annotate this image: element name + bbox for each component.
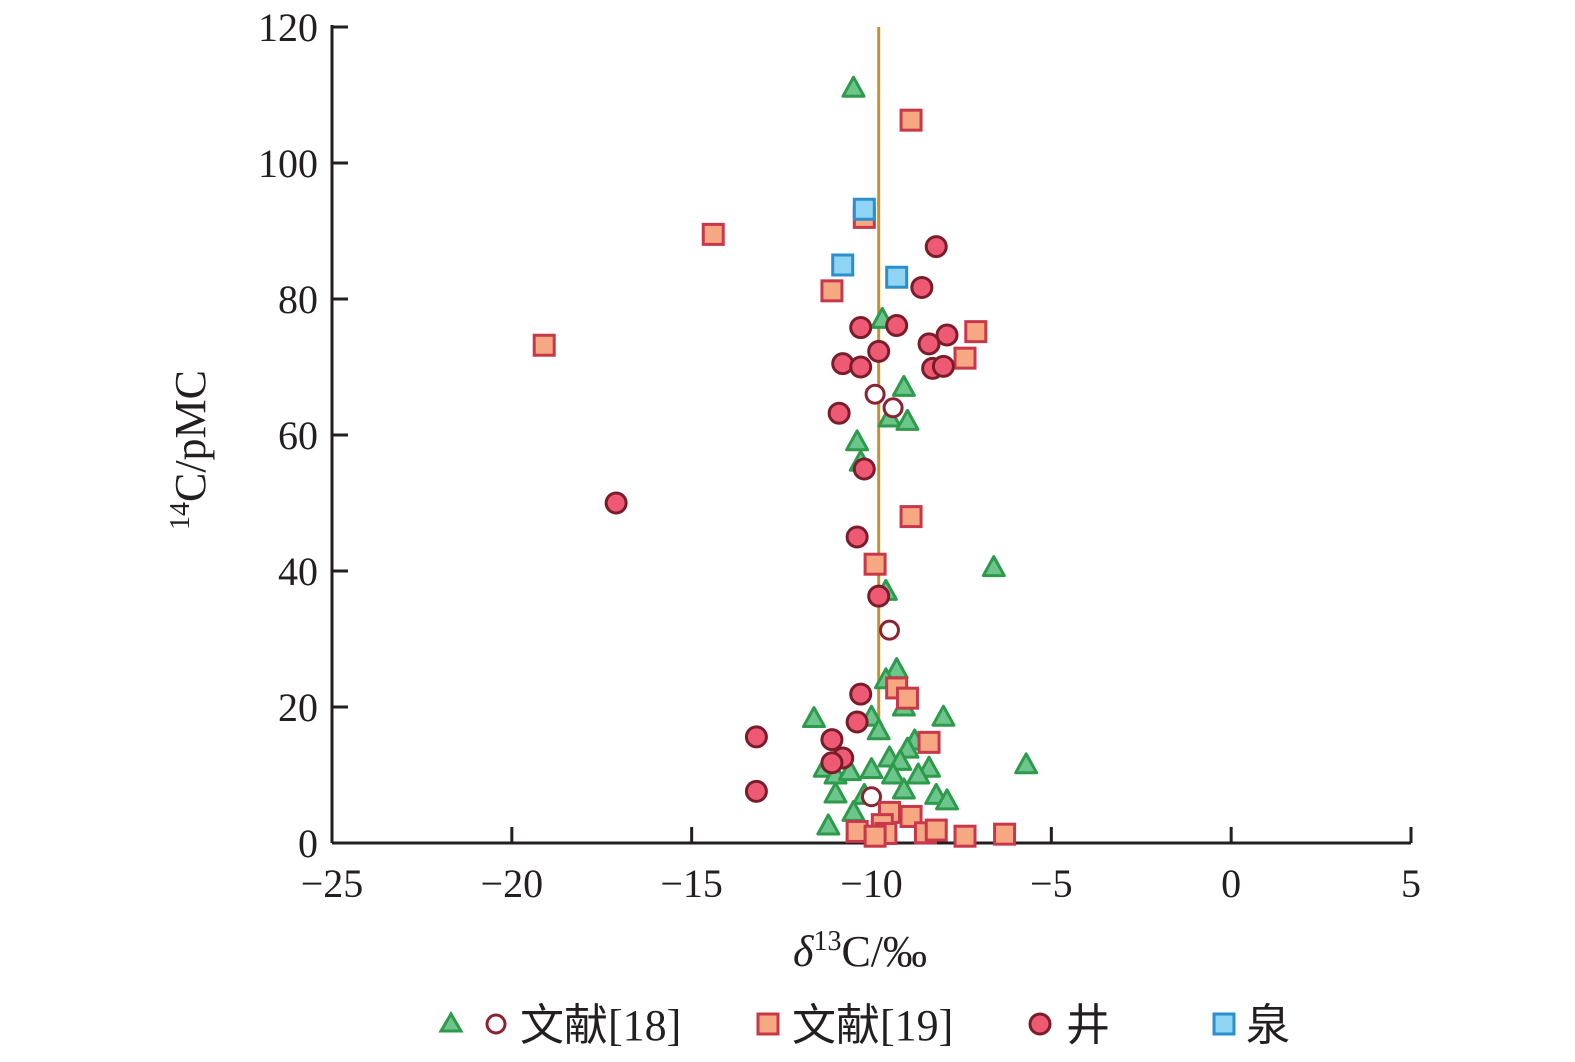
- point-square-2-5: [964, 320, 988, 344]
- point-triangle-0-27: [1014, 752, 1039, 775]
- point-open-circle-1-2: [878, 619, 900, 641]
- point-circle-3-10: [931, 354, 955, 378]
- point-circle-3-17: [845, 710, 869, 734]
- point-triangle-0-24: [859, 757, 884, 780]
- point-circle-3-21: [820, 751, 844, 775]
- legend: 文献[18] 文献[19] 井 泉: [438, 1001, 1290, 1050]
- point-square-2-3: [820, 279, 844, 303]
- point-square-4-2: [885, 265, 909, 289]
- point-square-2-10: [895, 686, 919, 710]
- point-circle-3-6: [867, 339, 891, 363]
- legend-open-circle-marker: [485, 1013, 507, 1035]
- x-tick-label-5: 5: [1401, 861, 1421, 906]
- point-square-2-6: [953, 346, 977, 370]
- point-triangle-0-34: [816, 813, 841, 836]
- x-tick-label--10: −10: [840, 861, 903, 906]
- point-square-2-0: [899, 108, 923, 132]
- legend-blue-square-marker: [1212, 1012, 1236, 1036]
- x-axis-label: δ13C/‰: [793, 926, 927, 976]
- point-circle-3-13: [604, 491, 628, 515]
- x-tick-label--25: −25: [301, 861, 364, 906]
- point-square-2-2: [701, 222, 725, 246]
- y-tick-label-100: 100: [258, 141, 318, 186]
- point-circle-3-1: [910, 275, 934, 299]
- point-square-2-20: [953, 824, 977, 848]
- point-triangle-0-15: [866, 718, 891, 741]
- x-axis-label-prefix: δ: [793, 927, 815, 976]
- y-tick-label-0: 0: [298, 821, 318, 866]
- point-triangle-0-25: [881, 762, 906, 785]
- point-circle-3-18: [744, 725, 768, 749]
- point-triangle-0-32: [935, 788, 960, 811]
- y-axis-label-text: C/pMC: [166, 370, 215, 502]
- point-square-2-21: [993, 822, 1017, 846]
- y-axis-label: 14C/pMC: [165, 370, 215, 530]
- y-axis-label-sup: 14: [165, 502, 196, 530]
- point-circle-3-14: [845, 525, 869, 549]
- point-open-circle-1-1: [882, 397, 904, 419]
- point-square-4-0: [852, 197, 876, 221]
- point-triangle-0-8: [981, 555, 1006, 578]
- point-triangle-0-2: [891, 374, 916, 397]
- point-open-circle-1-3: [861, 786, 882, 808]
- point-circle-3-16: [849, 682, 873, 706]
- point-circle-3-2: [849, 316, 873, 340]
- x-tick-label--20: −20: [481, 861, 544, 906]
- point-circle-3-8: [849, 355, 873, 379]
- point-triangle-0-13: [801, 706, 826, 729]
- point-circle-3-12: [852, 457, 876, 481]
- point-open-circle-1-0: [864, 383, 886, 405]
- x-axis-label-sup: 13: [813, 926, 841, 957]
- point-triangle-0-28: [891, 777, 916, 800]
- point-circle-3-5: [917, 332, 941, 356]
- y-tick-label-80: 80: [278, 277, 318, 322]
- point-circle-3-0: [924, 235, 948, 259]
- x-tick-label-0: 0: [1221, 861, 1241, 906]
- y-tick-label-20: 20: [278, 685, 318, 730]
- point-triangle-0-4: [895, 408, 920, 431]
- legend-triangle-marker: [438, 1011, 464, 1033]
- point-circle-3-19: [820, 728, 844, 752]
- y-tick-label-60: 60: [278, 413, 318, 458]
- point-circle-3-3: [885, 314, 909, 338]
- point-square-2-19: [924, 818, 948, 842]
- legend-label-spring: 泉: [1246, 1001, 1290, 1050]
- point-circle-3-4: [935, 323, 959, 347]
- y-tick-label-120: 120: [258, 5, 318, 50]
- legend-orange-square-marker: [756, 1012, 780, 1036]
- point-square-4-1: [831, 253, 855, 277]
- x-axis-label-text: C/‰: [841, 927, 927, 976]
- legend-label-ref18: 文献[18]: [520, 1001, 681, 1050]
- x-tick-label--5: −5: [1030, 861, 1073, 906]
- point-triangle-0-29: [823, 781, 848, 804]
- legend-label-well: 井: [1066, 1001, 1110, 1050]
- point-square-2-17: [863, 824, 887, 848]
- point-square-2-8: [863, 552, 887, 576]
- point-circle-3-22: [744, 779, 768, 803]
- point-square-2-4: [532, 333, 556, 357]
- x-tick-label--15: −15: [660, 861, 723, 906]
- point-circle-3-11: [827, 401, 851, 425]
- ticks: 0 20 40 60 80 100 120 −25 −20 −15 −10 −5 0 5: [258, 5, 1421, 906]
- legend-label-ref19: 文献[19]: [792, 1001, 953, 1050]
- point-triangle-0-0: [841, 75, 866, 98]
- point-triangle-0-14: [931, 704, 956, 727]
- legend-red-circle-marker: [1028, 1012, 1052, 1036]
- point-triangle-0-23: [837, 759, 862, 782]
- data-points: [532, 75, 1039, 848]
- point-triangle-0-5: [845, 429, 870, 452]
- point-circle-3-15: [867, 584, 891, 608]
- point-square-2-11: [917, 730, 941, 754]
- y-tick-label-40: 40: [278, 549, 318, 594]
- point-square-2-7: [899, 505, 923, 529]
- point-triangle-0-26: [906, 762, 931, 785]
